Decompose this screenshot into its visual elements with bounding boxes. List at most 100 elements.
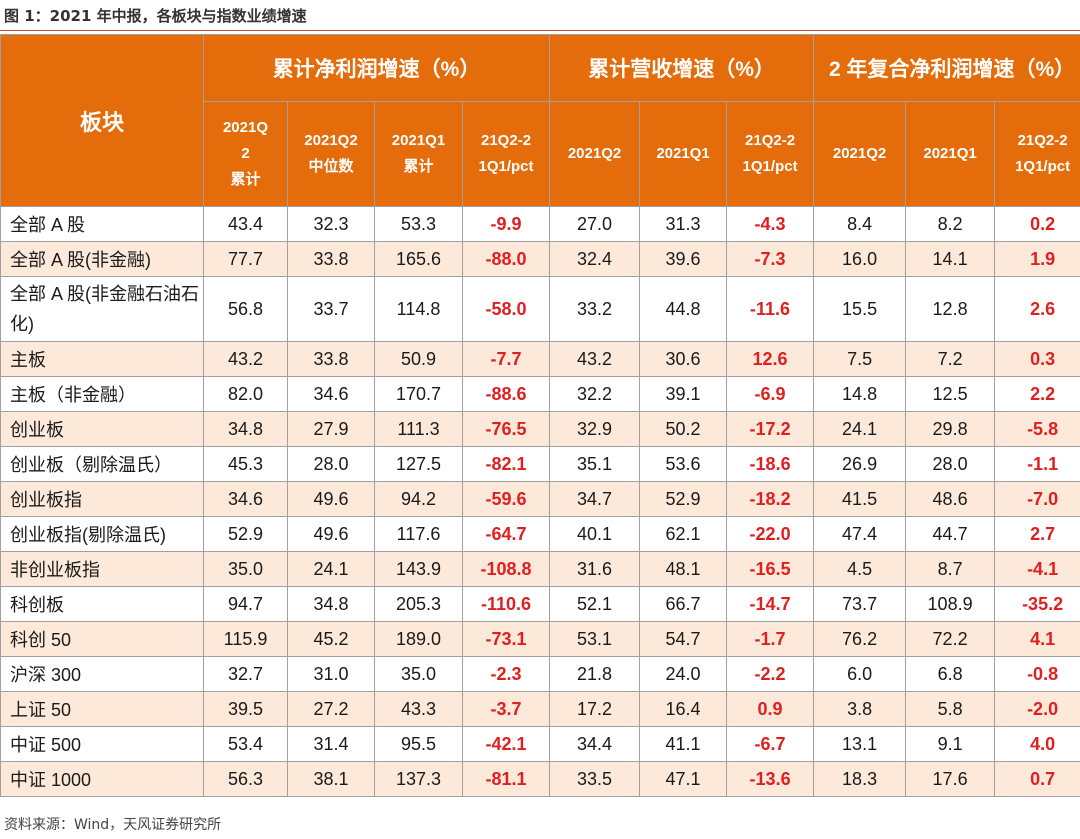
group-header-net-profit: 累计净利润增速（%）: [202, 34, 551, 102]
delta-cell: -18.2: [726, 481, 815, 517]
value-cell: 56.8: [203, 276, 288, 342]
table-row: 非创业板指 35.0 24.1 143.9 -108.8 31.6 48.1 -16.5 4.5…: [0, 551, 1080, 587]
value-cell: 17.2: [549, 691, 641, 727]
subheader-line: 2021Q2: [567, 145, 622, 162]
delta-cell: 4.0: [994, 726, 1080, 762]
value-cell: 38.1: [287, 761, 375, 797]
group-header-2yr-cagr: 2 年复合净利润增速（%）: [813, 34, 1080, 102]
header-group-row: 板块 累计净利润增速（%） 累计营收增速（%） 2 年复合净利润增速（%）: [0, 34, 1080, 207]
value-cell: 53.4: [203, 726, 288, 762]
subheader-net-profit-2021q1-cum: 2021Q1 累计: [374, 101, 463, 207]
subheader-line: 2021Q1: [391, 132, 446, 149]
value-cell: 53.1: [549, 621, 641, 657]
delta-cell: -58.0: [461, 276, 551, 342]
delta-cell: -110.6: [461, 586, 551, 622]
value-cell: 39.5: [203, 691, 288, 727]
subheader-line: 累计: [230, 171, 261, 188]
value-cell: 33.5: [549, 761, 641, 797]
delta-cell: 2.7: [994, 516, 1080, 552]
sector-name-cell: 科创板: [0, 586, 204, 622]
delta-cell: -2.2: [726, 656, 815, 692]
value-cell: 48.1: [639, 551, 728, 587]
value-cell: 32.9: [549, 411, 641, 447]
sector-name-cell: 创业板指(剔除温氏): [0, 516, 204, 552]
value-cell: 35.1: [549, 446, 641, 482]
value-cell: 29.8: [905, 411, 996, 447]
subheader-net-profit-2021q2-cum: 2021Q 2 累计: [203, 101, 288, 207]
value-cell: 30.6: [639, 341, 728, 377]
delta-cell: -59.6: [461, 481, 551, 517]
delta-cell: -1.7: [726, 621, 815, 657]
value-cell: 18.3: [813, 761, 907, 797]
value-cell: 53.3: [374, 206, 463, 242]
value-cell: 33.7: [287, 276, 375, 342]
subheader-line: 2021Q1: [923, 145, 977, 162]
value-cell: 33.2: [549, 276, 641, 342]
table-header: 板块 累计净利润增速（%） 累计营收增速（%） 2 年复合净利润增速（%） 20…: [0, 34, 1080, 207]
value-cell: 108.9: [905, 586, 996, 622]
table-row: 全部 A 股 43.4 32.3 53.3 -9.9 27.0 31.3 -4.3 8.4 8.2…: [0, 206, 1080, 242]
value-cell: 115.9: [203, 621, 288, 657]
value-cell: 34.6: [287, 376, 375, 412]
value-cell: 21.8: [549, 656, 641, 692]
delta-cell: 0.7: [994, 761, 1080, 797]
value-cell: 17.6: [905, 761, 996, 797]
value-cell: 47.1: [639, 761, 728, 797]
value-cell: 6.0: [813, 656, 907, 692]
performance-table: 板块 累计净利润增速（%） 累计营收增速（%） 2 年复合净利润增速（%） 20…: [0, 34, 1080, 797]
value-cell: 32.4: [549, 241, 641, 277]
delta-cell: -7.7: [461, 341, 551, 377]
delta-cell: -35.2: [994, 586, 1080, 622]
delta-cell: -11.6: [726, 276, 815, 342]
value-cell: 27.0: [549, 206, 641, 242]
value-cell: 53.6: [639, 446, 728, 482]
value-cell: 28.0: [287, 446, 375, 482]
table-row: 创业板指 34.6 49.6 94.2 -59.6 34.7 52.9 -18.2 41.5 48…: [0, 481, 1080, 517]
sector-name-cell: 中证 500: [0, 726, 204, 762]
table-row: 中证 500 53.4 31.4 95.5 -42.1 34.4 41.1 -6.7 13.1 9…: [0, 726, 1080, 762]
value-cell: 66.7: [639, 586, 728, 622]
sector-name-cell: 科创 50: [0, 621, 204, 657]
value-cell: 143.9: [374, 551, 463, 587]
table-body: 全部 A 股 43.4 32.3 53.3 -9.9 27.0 31.3 -4.3 8.4 8.2…: [0, 206, 1080, 797]
sector-name-cell: 全部 A 股: [0, 206, 204, 242]
value-cell: 43.3: [374, 691, 463, 727]
subheader-line: 累计: [403, 158, 434, 175]
value-cell: 13.1: [813, 726, 907, 762]
subheader-line: 21Q2-2: [1017, 132, 1068, 149]
table-row: 主板 43.2 33.8 50.9 -7.7 43.2 30.6 12.6 7.5 7.2 0.3: [0, 341, 1080, 377]
sector-name-cell: 主板: [0, 341, 204, 377]
value-cell: 170.7: [374, 376, 463, 412]
value-cell: 12.8: [905, 276, 996, 342]
sector-name-cell: 全部 A 股(非金融石油石化): [0, 276, 204, 342]
value-cell: 77.7: [203, 241, 288, 277]
value-cell: 8.4: [813, 206, 907, 242]
sector-name-cell: 中证 1000: [0, 761, 204, 797]
delta-cell: -88.6: [461, 376, 551, 412]
subheader-line: 21Q2-2: [745, 132, 796, 149]
subheader-line: 1Q1/pct: [1015, 158, 1071, 175]
delta-cell: 2.6: [994, 276, 1080, 342]
value-cell: 5.8: [905, 691, 996, 727]
table-row: 科创 50 115.9 45.2 189.0 -73.1 53.1 54.7 -1.7 76.2…: [0, 621, 1080, 657]
value-cell: 9.1: [905, 726, 996, 762]
value-cell: 94.2: [374, 481, 463, 517]
delta-cell: -18.6: [726, 446, 815, 482]
value-cell: 34.8: [287, 586, 375, 622]
table-row: 创业板 34.8 27.9 111.3 -76.5 32.9 50.2 -17.2 24.1 29…: [0, 411, 1080, 447]
value-cell: 14.1: [905, 241, 996, 277]
value-cell: 137.3: [374, 761, 463, 797]
value-cell: 16.0: [813, 241, 907, 277]
value-cell: 34.6: [203, 481, 288, 517]
value-cell: 52.9: [203, 516, 288, 552]
table-row: 科创板 94.7 34.8 205.3 -110.6 52.1 66.7 -14.7 73.7 1…: [0, 586, 1080, 622]
value-cell: 50.9: [374, 341, 463, 377]
delta-cell: -88.0: [461, 241, 551, 277]
value-cell: 205.3: [374, 586, 463, 622]
value-cell: 72.2: [905, 621, 996, 657]
value-cell: 94.7: [203, 586, 288, 622]
value-cell: 32.7: [203, 656, 288, 692]
delta-cell: -1.1: [994, 446, 1080, 482]
subheader-line: 1Q1/pct: [478, 158, 534, 175]
value-cell: 62.1: [639, 516, 728, 552]
